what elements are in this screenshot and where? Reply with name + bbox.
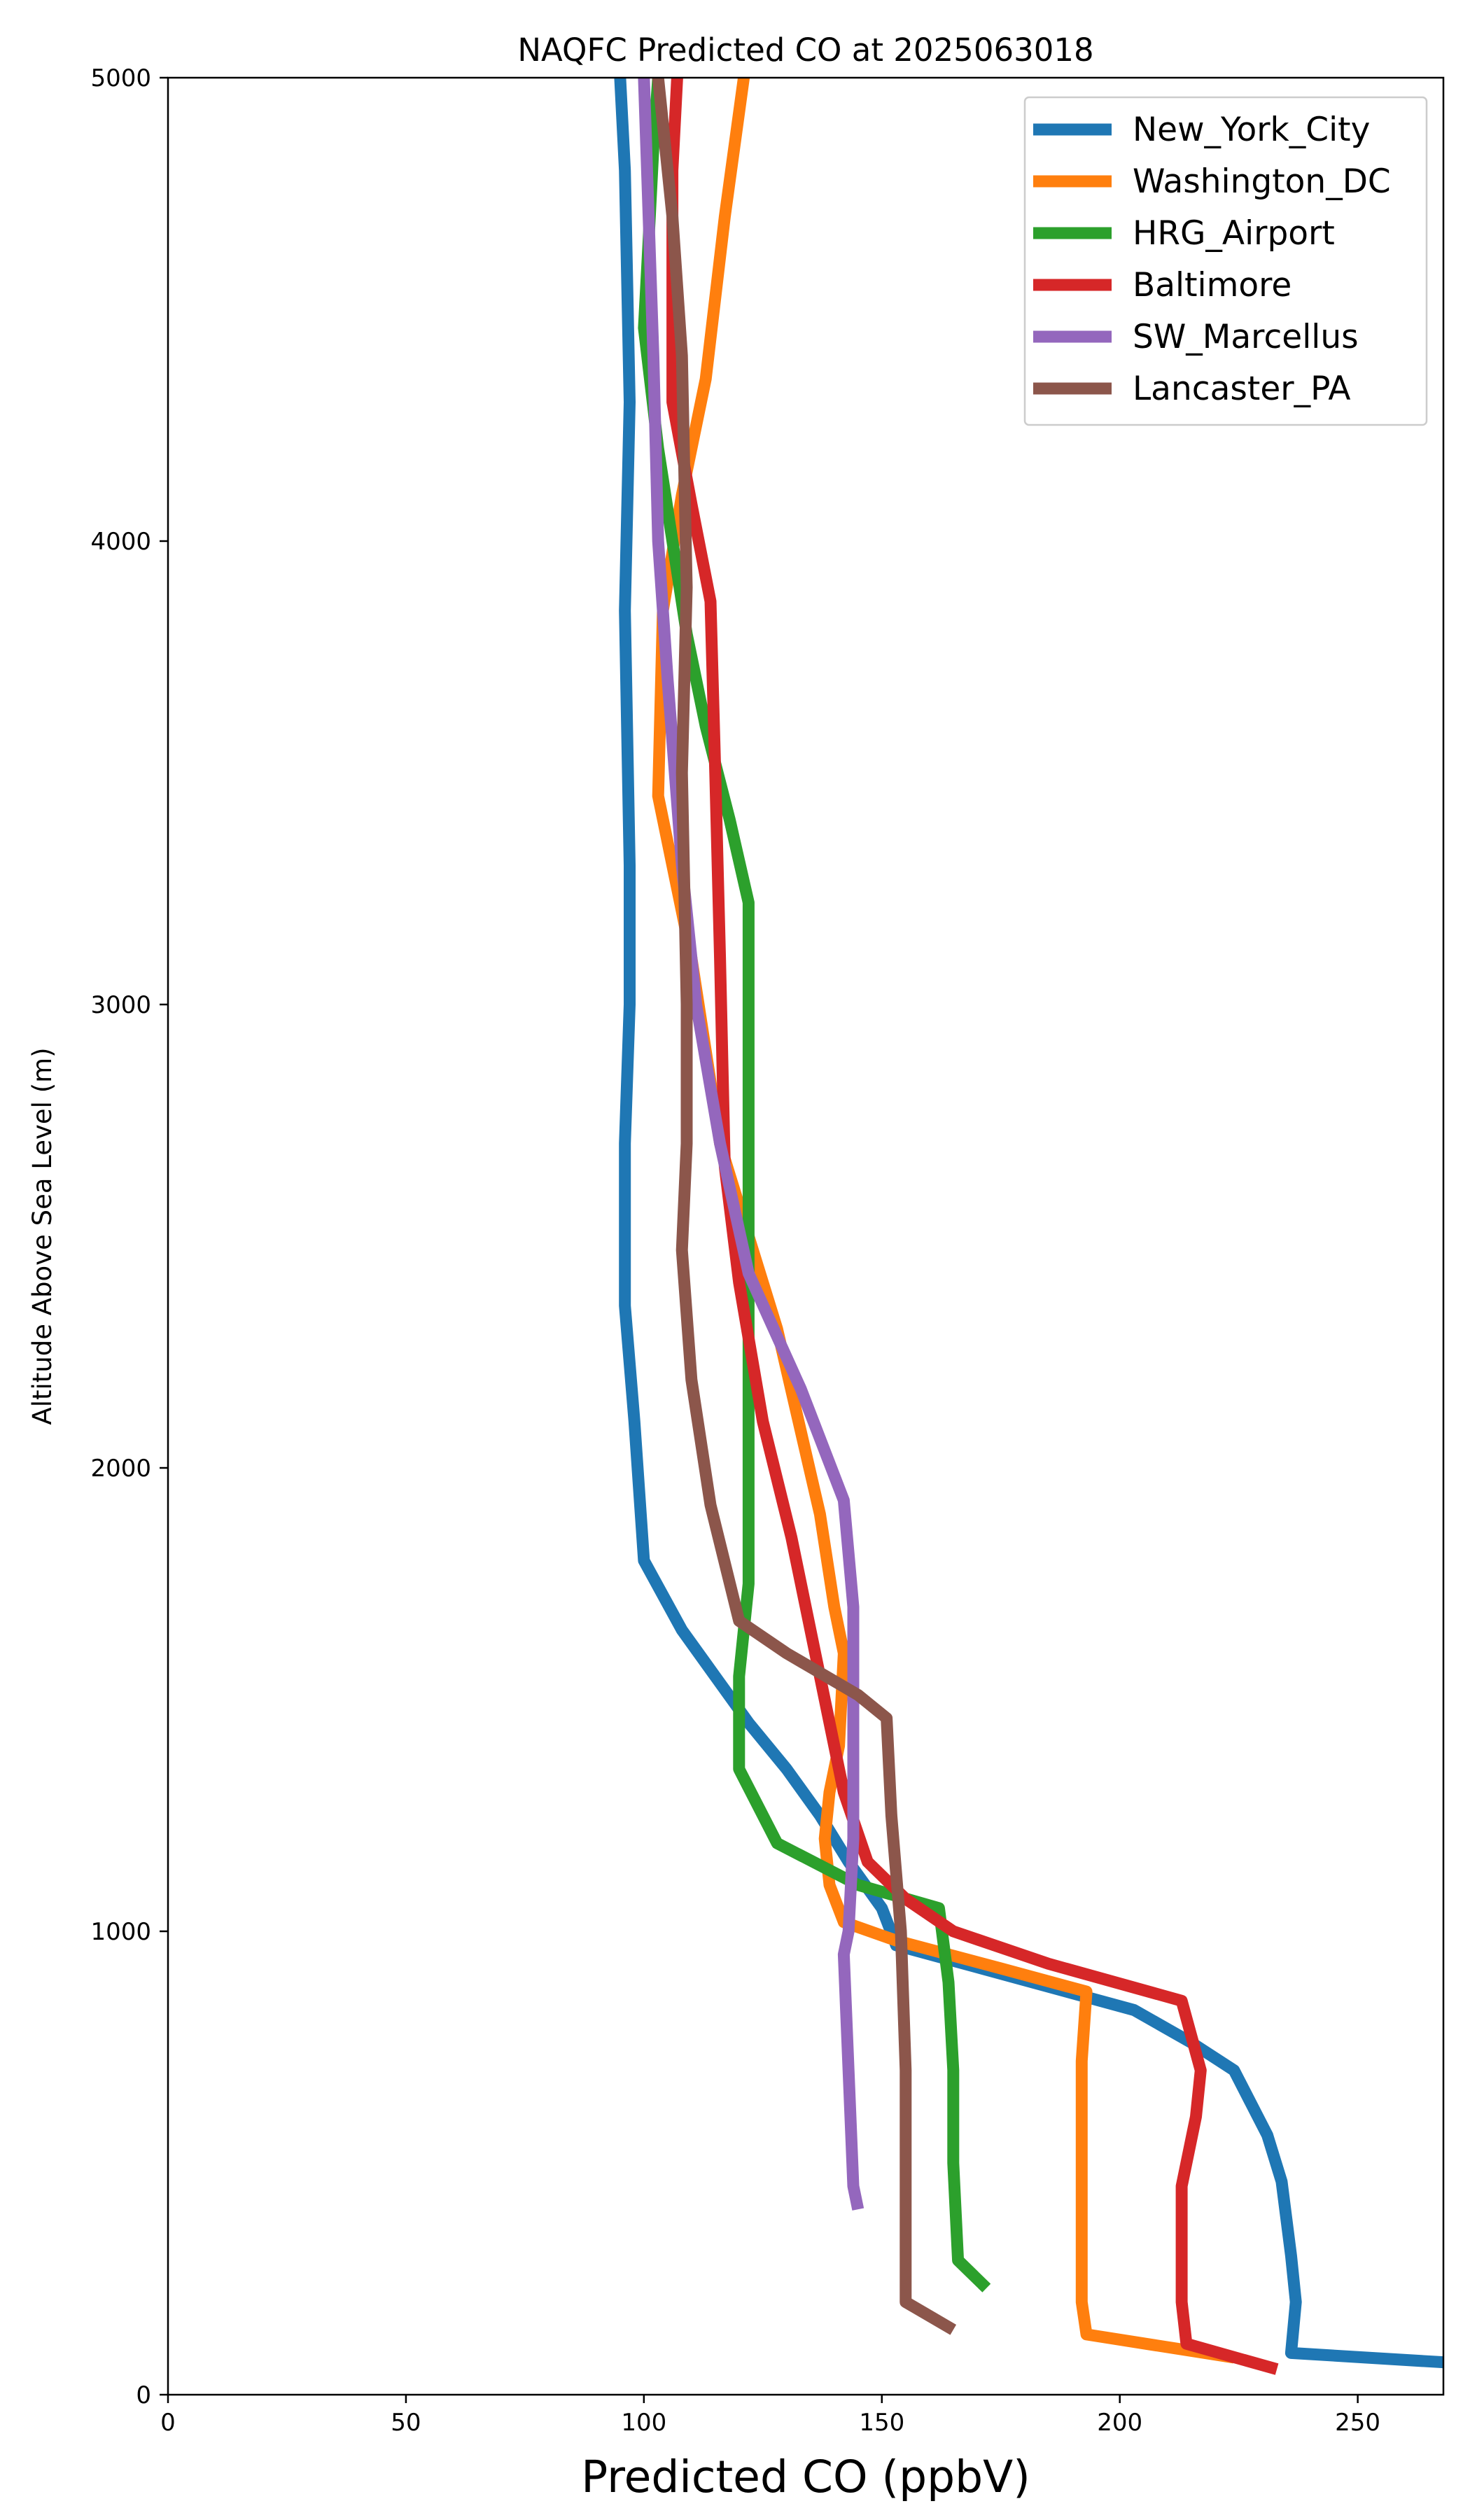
y-tick-label: 0 — [136, 2381, 151, 2409]
legend-box — [1023, 96, 1428, 426]
series-line-new-york-city — [614, 78, 1443, 2369]
y-axis: 0 1000 2000 3000 4000 5000 — [90, 64, 168, 2409]
y-tick-label: 4000 — [90, 528, 151, 556]
series-lines — [614, 78, 1443, 2375]
x-axis: 0 50 100 150 200 250 — [160, 2395, 1380, 2437]
legend-label-washington-dc: Washington_DC — [1133, 162, 1391, 201]
x-tick-label: 50 — [391, 2409, 421, 2437]
legend-label-sw-marcellus: SW_Marcellus — [1133, 318, 1359, 356]
y-tick-label: 5000 — [90, 64, 151, 92]
x-tick-label: 100 — [621, 2409, 666, 2437]
x-tick-label: 0 — [160, 2409, 176, 2437]
chart-title: NAQFC Predicted CO at 2025063018 — [517, 31, 1093, 69]
legend-label-lancaster-pa: Lancaster_PA — [1133, 370, 1351, 408]
x-tick-label: 250 — [1335, 2409, 1380, 2437]
x-tick-label: 150 — [859, 2409, 904, 2437]
y-tick-label: 2000 — [90, 1455, 151, 1483]
series-line-baltimore — [666, 78, 1279, 2375]
x-axis-label: Predicted CO (ppbV) — [581, 2451, 1030, 2502]
plot-frame — [167, 76, 1445, 2396]
y-tick-label: 3000 — [90, 991, 151, 1019]
legend-label-hrg-airport: HRG_Airport — [1133, 214, 1335, 253]
series-line-sw-marcellus — [638, 78, 864, 2211]
legend-label-baltimore: Baltimore — [1133, 266, 1292, 304]
series-line-lancaster-pa — [652, 78, 957, 2335]
x-tick-label: 200 — [1097, 2409, 1142, 2437]
legend: New_York_City Washington_DC HRG_Airport Bal… — [1023, 96, 1428, 426]
y-axis-label: Altitude Above Sea Level (m) — [27, 1047, 57, 1424]
legend-label-new-york-city: New_York_City — [1133, 111, 1370, 149]
y-tick-label: 1000 — [90, 1918, 151, 1946]
